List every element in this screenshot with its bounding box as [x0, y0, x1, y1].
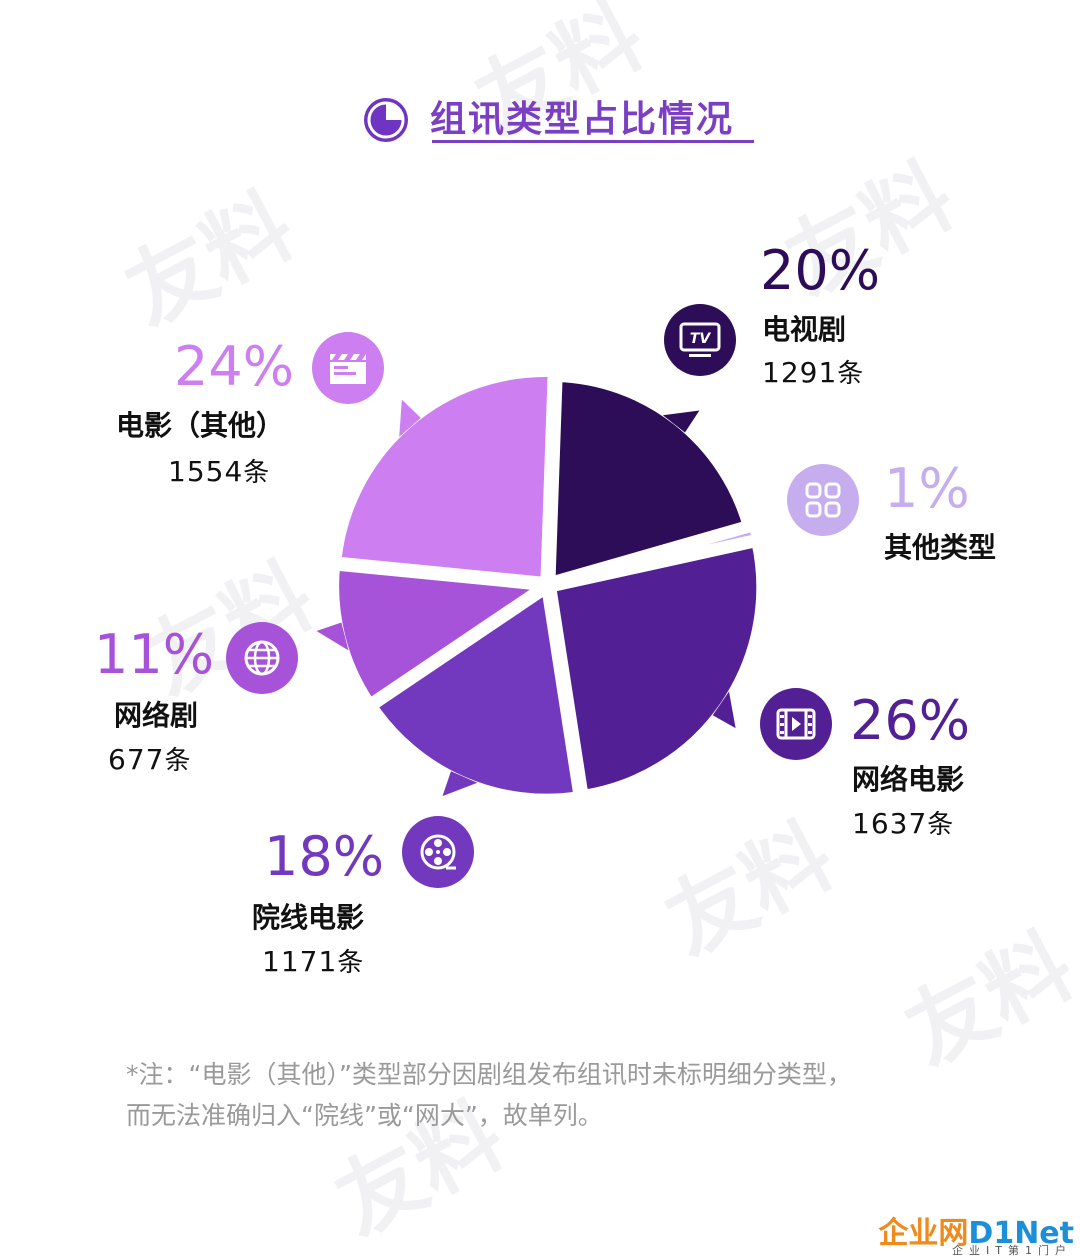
- count-value: 1171: [262, 945, 338, 978]
- badge-other: [787, 464, 859, 536]
- count-film: 1554条: [168, 452, 270, 489]
- film-strip-icon: [776, 708, 816, 740]
- count-unit: 条: [243, 458, 271, 488]
- label-tv: 电视剧: [762, 313, 847, 346]
- footnote-line-1: *注：“电影（其他）”类型部分因剧组发布组讯时未标明细分类型，: [126, 1060, 852, 1089]
- logo-text-b: D1Net: [968, 1216, 1074, 1251]
- tv-icon: TV: [679, 322, 721, 357]
- count-unit: 条: [164, 746, 192, 776]
- grid-icon: [805, 482, 841, 518]
- pct-tv: 20%: [760, 239, 881, 302]
- count-webseries: 677条: [108, 740, 191, 777]
- pct-other: 1%: [884, 457, 970, 520]
- count-value: 1554: [168, 455, 244, 488]
- film-reel-icon: [420, 834, 456, 870]
- label-webmovie: 网络电影: [852, 763, 965, 796]
- count-cinema: 1171条: [262, 942, 364, 979]
- badge-film: [312, 332, 384, 404]
- slice-pointer: [399, 399, 421, 437]
- slice-pointer: [712, 691, 736, 729]
- pie-chart-icon: [364, 98, 408, 142]
- count-value: 1291: [762, 356, 838, 389]
- pct-film: 24%: [174, 335, 295, 398]
- clapperboard-icon: [330, 354, 366, 384]
- title-underline: [432, 140, 754, 143]
- pct-webmovie: 26%: [850, 689, 971, 752]
- slice-pointer: [442, 771, 478, 797]
- logo-text: 企业网D1Net: [878, 1208, 1074, 1252]
- pct-cinema: 18%: [264, 825, 385, 888]
- count-tv: 1291条: [762, 353, 864, 390]
- label-cinema: 院线电影: [252, 901, 365, 934]
- count-unit: 条: [837, 359, 865, 389]
- slice-pointer: [316, 622, 349, 651]
- count-value: 677: [108, 743, 165, 776]
- label-other: 其他类型: [884, 531, 997, 564]
- pct-webseries: 11%: [94, 623, 215, 686]
- count-unit: 条: [337, 948, 365, 978]
- logo-text-a: 企业网: [878, 1216, 969, 1251]
- count-unit: 条: [927, 810, 955, 840]
- slice-pointer: [662, 410, 700, 433]
- badge-webmovie: [760, 688, 832, 760]
- badge-webseries: [226, 622, 298, 694]
- pie-slice: [331, 367, 558, 587]
- badge-cinema: [402, 816, 474, 888]
- chart-header: 组讯类型占比情况: [362, 86, 754, 146]
- d1net-logo: 企业网D1Net 企业IT第1门户: [878, 1204, 1074, 1257]
- globe-icon: [244, 640, 280, 676]
- pie-slice: [546, 537, 767, 800]
- label-film: 电影（其他）: [116, 409, 285, 442]
- footnote-line-2: 而无法准确归入“院线”或“网大”，故单列。: [126, 1101, 603, 1130]
- label-webseries: 网络剧: [114, 699, 199, 732]
- footnote: *注：“电影（其他）”类型部分因剧组发布组讯时未标明细分类型， 而无法准确归入“…: [126, 1054, 1026, 1136]
- count-webmovie: 1637条: [852, 804, 954, 841]
- svg-text:TV: TV: [690, 331, 712, 347]
- logo-tagline: 企业IT第1门户: [952, 1244, 1072, 1257]
- count-value: 1637: [852, 807, 928, 840]
- chart-title: 组讯类型占比情况: [430, 99, 735, 140]
- badge-tv: TV: [664, 304, 736, 376]
